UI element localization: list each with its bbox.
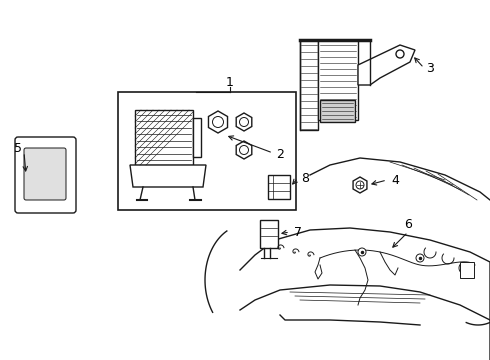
- Text: 4: 4: [391, 174, 399, 186]
- Polygon shape: [320, 100, 355, 122]
- Circle shape: [240, 145, 248, 154]
- FancyBboxPatch shape: [15, 137, 76, 213]
- Polygon shape: [353, 177, 367, 193]
- Circle shape: [213, 117, 223, 127]
- Circle shape: [240, 117, 248, 126]
- FancyBboxPatch shape: [24, 148, 66, 200]
- Bar: [460, 262, 474, 278]
- Bar: [135, 110, 193, 165]
- Polygon shape: [358, 45, 415, 85]
- Polygon shape: [318, 40, 358, 120]
- Text: 5: 5: [14, 141, 22, 154]
- Text: 3: 3: [426, 62, 434, 75]
- Polygon shape: [300, 40, 318, 130]
- Text: 1: 1: [226, 76, 234, 89]
- Text: 6: 6: [404, 219, 412, 231]
- Circle shape: [356, 181, 364, 189]
- Polygon shape: [236, 113, 252, 131]
- Bar: [268, 175, 290, 199]
- Bar: [260, 220, 278, 248]
- Polygon shape: [130, 165, 206, 187]
- Polygon shape: [208, 111, 227, 133]
- Circle shape: [416, 254, 424, 262]
- Bar: [193, 118, 201, 157]
- Circle shape: [396, 50, 404, 58]
- Text: 2: 2: [276, 148, 284, 162]
- Text: 8: 8: [301, 171, 309, 184]
- Text: 7: 7: [294, 225, 302, 238]
- Bar: [118, 92, 296, 210]
- Polygon shape: [236, 141, 252, 159]
- Circle shape: [358, 248, 366, 256]
